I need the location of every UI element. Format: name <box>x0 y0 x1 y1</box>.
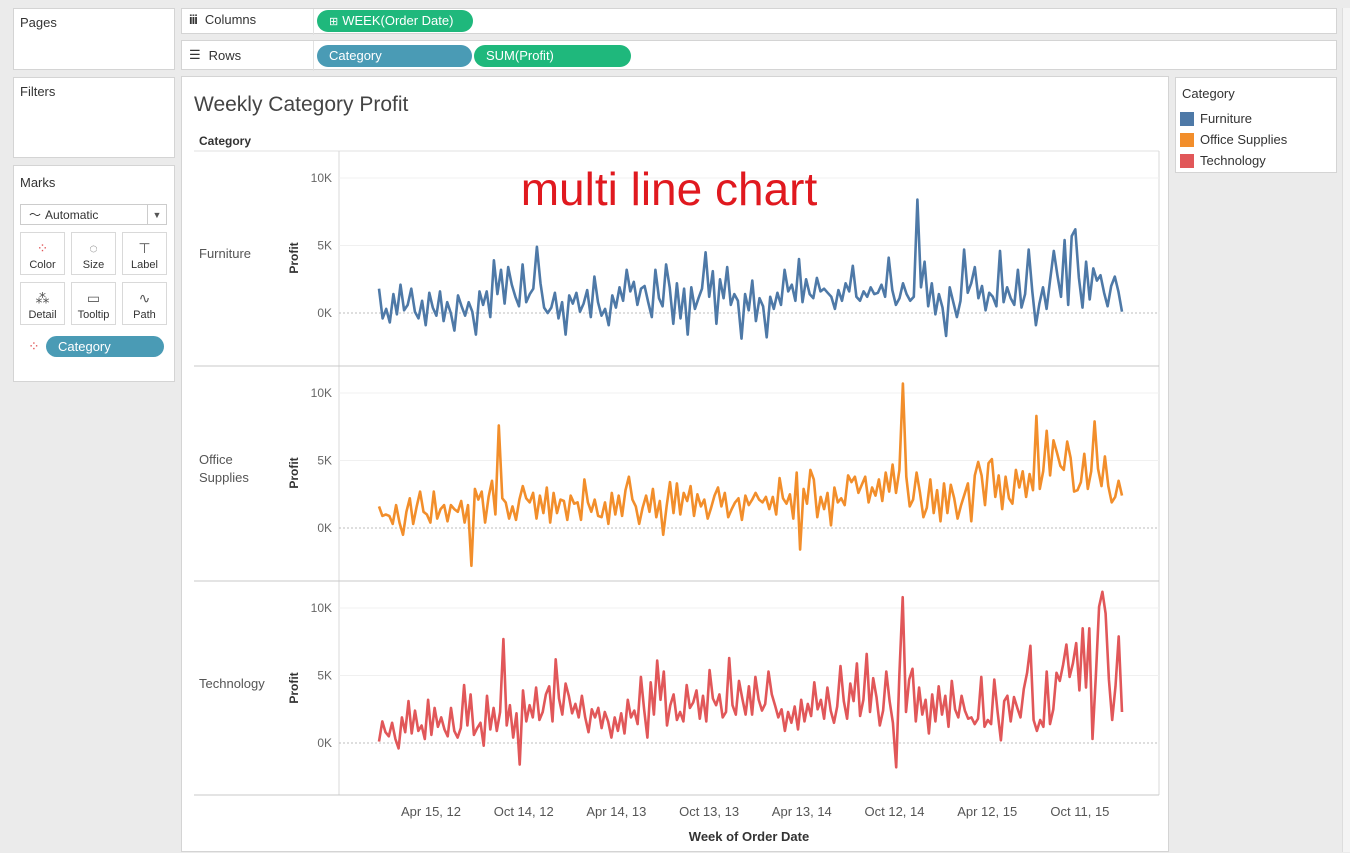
vertical-scrollbar[interactable] <box>1342 8 1350 852</box>
x-tick-label: Oct 11, 15 <box>1050 804 1109 819</box>
marks-detail-label: Detail <box>28 309 57 321</box>
y-tick-label: 0K <box>317 306 332 320</box>
category-legend: Category Furniture Office Supplies Techn… <box>1175 77 1337 173</box>
row-label-office-supplies: Office Supplies <box>199 452 249 485</box>
mark-type-label: Automatic <box>45 208 99 222</box>
filters-card[interactable]: Filters <box>13 77 175 158</box>
x-tick-label: Apr 14, 13 <box>586 804 646 819</box>
mark-type-dropdown[interactable]: 〜 Automatic ▼ <box>20 204 167 225</box>
y-tick-label: 5K <box>317 669 332 683</box>
legend-title: Category <box>1182 86 1235 101</box>
legend-item-technology[interactable]: Technology <box>1180 153 1266 168</box>
marks-label: Marks <box>20 175 56 190</box>
pages-card: Pages <box>13 8 175 70</box>
x-tick-label: Apr 15, 12 <box>401 804 461 819</box>
row-label-furniture: Furniture <box>199 246 251 261</box>
x-tick-label: Oct 14, 12 <box>494 804 554 819</box>
marks-detail-button[interactable]: ⁂ Detail <box>20 282 65 325</box>
y-axis-title: Profit <box>287 242 301 273</box>
legend-item-office-supplies[interactable]: Office Supplies <box>1180 132 1287 147</box>
y-axis-title: Profit <box>287 457 301 488</box>
rows-shelf[interactable]: ☰ Rows Category SUM(Profit) <box>181 40 1337 71</box>
marks-card: Marks 〜 Automatic ▼ ⁘ Color ◌ Size ⊤ Label ⁂… <box>13 165 175 382</box>
rows-pill-sum-profit-label: SUM(Profit) <box>486 48 554 63</box>
legend-swatch-office-supplies <box>1180 132 1194 147</box>
color-field-icon: ⁘ <box>28 338 40 354</box>
y-tick-label: 5K <box>317 454 332 468</box>
marks-category-pill-label: Category <box>58 339 111 354</box>
tooltip-icon: ▭ <box>86 290 101 306</box>
sheet-title: Weekly Category Profit <box>194 93 409 116</box>
rows-icon: ☰ <box>189 47 201 62</box>
row-label-technology: Technology <box>199 676 265 691</box>
x-axis-title: Week of Order Date <box>689 829 809 844</box>
overlay-caption: multi line chart <box>521 163 818 215</box>
shelf-divider <box>313 41 314 71</box>
columns-icon: iii <box>189 12 198 27</box>
legend-label-technology: Technology <box>1200 153 1266 168</box>
rows-label: Rows <box>208 47 242 63</box>
series-line-office-supplies <box>377 382 1124 568</box>
x-tick-label: Apr 12, 15 <box>957 804 1017 819</box>
marks-path-label: Path <box>133 309 156 321</box>
pane-furniture: Furniture Profit 0K 5K 10K <box>199 171 1159 340</box>
rows-pill-category-label: Category <box>329 48 382 63</box>
legend-label-furniture: Furniture <box>1200 111 1253 126</box>
worksheet-view: Weekly Category Profit Category Furnitur… <box>181 76 1169 852</box>
color-icon: ⁘ <box>36 240 49 256</box>
y-tick-label: 10K <box>311 386 332 400</box>
marks-size-button[interactable]: ◌ Size <box>71 232 116 275</box>
detail-icon: ⁂ <box>35 290 50 306</box>
chevron-down-icon: ▼ <box>147 205 166 224</box>
pane-technology: Technology Profit 0K 5K 10K <box>194 580 1159 769</box>
legend-swatch-technology <box>1180 153 1194 168</box>
pane-office-supplies: Office Supplies Profit 0K 5K 10K <box>194 365 1159 568</box>
y-tick-label: 0K <box>317 521 332 535</box>
columns-shelf-label: iii Columns <box>189 12 256 27</box>
rows-pill-sum-profit[interactable]: SUM(Profit) <box>474 45 631 67</box>
y-tick-label: 10K <box>311 171 332 185</box>
x-tick-label: Oct 13, 13 <box>679 804 739 819</box>
columns-pill-week-order-date[interactable]: ⊞ WEEK(Order Date) <box>317 10 473 32</box>
filters-label: Filters <box>20 84 56 99</box>
marks-tooltip-label: Tooltip <box>77 309 110 321</box>
multi-line-chart: Weekly Category Profit Category Furnitur… <box>194 93 1160 844</box>
x-tick-label: Apr 13, 14 <box>772 804 832 819</box>
pages-label: Pages <box>20 15 57 30</box>
rows-shelf-label: ☰ Rows <box>189 47 241 63</box>
legend-item-furniture[interactable]: Furniture <box>1180 111 1252 126</box>
line-mark-icon: 〜 <box>29 208 42 222</box>
marks-label-label: Label <box>131 259 158 271</box>
columns-label: Columns <box>204 12 257 27</box>
rows-pill-category[interactable]: Category <box>317 45 472 67</box>
legend-label-office-supplies: Office Supplies <box>1200 132 1288 147</box>
marks-label-button[interactable]: ⊤ Label <box>122 232 167 275</box>
marks-size-label: Size <box>82 259 105 271</box>
label-icon: ⊤ <box>138 240 151 256</box>
marks-path-button[interactable]: ∿ Path <box>122 282 167 325</box>
series-line-furniture <box>377 198 1124 340</box>
path-icon: ∿ <box>138 290 151 306</box>
columns-pill-label: WEEK(Order Date) <box>342 13 454 28</box>
marks-color-label: Color <box>29 259 56 271</box>
expand-icon: ⊞ <box>329 16 339 28</box>
series-line-technology <box>377 590 1124 769</box>
marks-tooltip-button[interactable]: ▭ Tooltip <box>71 282 116 325</box>
y-tick-label: 10K <box>311 601 332 615</box>
marks-category-pill[interactable]: Category <box>46 336 164 357</box>
legend-swatch-furniture <box>1180 111 1194 126</box>
marks-color-button[interactable]: ⁘ Color <box>20 232 65 275</box>
x-tick-label: Oct 12, 14 <box>865 804 925 819</box>
y-axis-title: Profit <box>287 672 301 703</box>
shelf-divider <box>313 9 314 35</box>
y-tick-label: 0K <box>317 736 332 750</box>
size-icon: ◌ <box>89 240 98 256</box>
y-tick-label: 5K <box>317 239 332 253</box>
row-header-category: Category <box>199 134 251 148</box>
columns-shelf[interactable]: iii Columns ⊞ WEEK(Order Date) <box>181 8 1337 35</box>
